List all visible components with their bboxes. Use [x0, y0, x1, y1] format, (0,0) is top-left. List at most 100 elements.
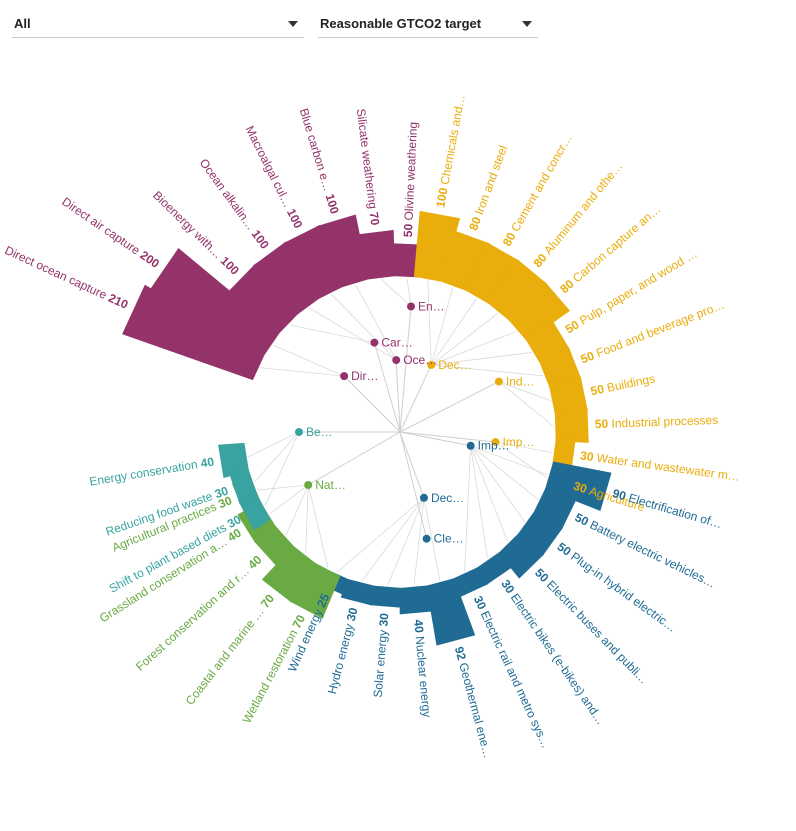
bar-name: Direct air capture [59, 195, 145, 260]
bar-name: Industrial processes [611, 413, 718, 431]
hierarchy-link [331, 293, 397, 361]
bar[interactable] [226, 263, 299, 335]
hierarchy-link [399, 431, 428, 539]
hierarchy-link [361, 497, 425, 582]
subgroup-node[interactable] [370, 338, 379, 347]
bar-value: 50 [401, 220, 416, 237]
bar[interactable] [289, 562, 341, 619]
subgroup-label: Car… [381, 336, 412, 350]
bar[interactable] [148, 248, 280, 357]
hierarchy-link [399, 381, 500, 433]
hierarchy-link [307, 431, 401, 486]
hierarchy-link [470, 445, 488, 559]
bar-label: Direct ocean capture 210 [2, 243, 130, 312]
hierarchy-link [427, 280, 432, 365]
sector-filter-value: All [14, 16, 31, 31]
subgroup-label: Cle… [434, 532, 464, 546]
bar[interactable] [413, 210, 461, 282]
hierarchy-link [269, 484, 309, 515]
bar[interactable] [476, 551, 513, 586]
bar[interactable] [340, 578, 376, 606]
hierarchy-link [399, 431, 496, 443]
bar[interactable] [549, 376, 588, 415]
bar-label: 80 Iron and steel [466, 144, 510, 233]
subgroup-node[interactable] [304, 481, 313, 489]
target-metric-value: Reasonable GTCO2 target [320, 16, 482, 31]
bar[interactable] [464, 242, 521, 305]
bar[interactable] [539, 347, 582, 389]
bar[interactable] [452, 566, 489, 598]
subgroup-label: Be… [306, 425, 333, 439]
chevron-down-icon [522, 20, 532, 27]
bar[interactable] [399, 585, 434, 615]
bar[interactable] [252, 241, 320, 316]
bar-value: 80 [466, 212, 485, 232]
bar-name: Chemicals and… [438, 93, 468, 185]
hierarchy-link [470, 445, 549, 476]
subgroup-node[interactable] [340, 372, 349, 381]
bar-value: 30 [377, 612, 392, 627]
bar-value: 92 [452, 645, 470, 665]
bar-value: 210 [106, 291, 130, 312]
bar-label: Direct air capture 200 [59, 195, 162, 272]
bar[interactable] [218, 442, 250, 478]
sector-filter-dropdown[interactable]: All [12, 10, 304, 38]
bar-label: 30 Electric bikes (e-bikes) and… [498, 577, 608, 727]
hierarchy-link [399, 431, 425, 498]
hierarchy-link [470, 445, 526, 523]
hierarchy-link [395, 360, 401, 433]
bar-label: 40 Nuclear energy [411, 619, 434, 718]
bar-value: 40 [411, 619, 426, 637]
bar-value: 30 [213, 484, 230, 502]
subgroup-node[interactable] [392, 356, 401, 365]
bar-label: 50 Olivine weathering [401, 122, 420, 238]
bar[interactable] [487, 259, 548, 322]
subgroup-node[interactable] [491, 438, 500, 447]
subgroup-node[interactable] [422, 534, 431, 543]
subgroup-label: Ind… [506, 375, 535, 389]
hierarchy-link [498, 381, 551, 402]
subgroup-label: En… [418, 299, 445, 313]
bar[interactable] [261, 545, 317, 603]
bar-value: 30 [579, 449, 597, 465]
bar[interactable] [545, 461, 612, 511]
subgroup-node[interactable] [295, 428, 303, 436]
bar[interactable] [439, 230, 490, 292]
bar-value: 50 [579, 347, 600, 366]
bar[interactable] [229, 468, 258, 505]
bar-label: 92 Geothermal ene… [452, 645, 495, 759]
bar[interactable] [369, 585, 403, 608]
hierarchy-link [430, 287, 454, 366]
subgroup-node[interactable] [427, 360, 436, 369]
bar[interactable] [316, 214, 369, 288]
bar[interactable] [554, 407, 589, 443]
subgroup-node[interactable] [419, 493, 428, 502]
subgroup-node[interactable] [406, 302, 415, 311]
hierarchy-link [307, 484, 329, 569]
bar-value: 50 [595, 417, 612, 432]
subgroup-label: Oce… [403, 353, 437, 367]
bar-value: 40 [200, 455, 216, 471]
target-metric-dropdown[interactable]: Reasonable GTCO2 target [318, 10, 538, 38]
bar[interactable] [498, 532, 545, 579]
hierarchy-link [257, 484, 309, 491]
bar-name: Hydro energy [325, 619, 357, 695]
bar-label: Silicate weathering 70 [354, 108, 382, 227]
hierarchy-link [399, 306, 412, 433]
hierarchy-link [431, 312, 499, 366]
bar-value: 50 [589, 381, 608, 398]
bar[interactable] [517, 511, 563, 557]
subgroup-node[interactable] [466, 441, 475, 450]
bar-label: Hydro energy 30 [325, 606, 361, 696]
bar[interactable] [426, 578, 476, 646]
bar-value: 30 [225, 512, 244, 531]
hierarchy-link [470, 445, 539, 500]
bar[interactable] [283, 225, 344, 300]
bar[interactable] [122, 284, 265, 381]
bar-name: Solar energy [371, 626, 391, 698]
subgroup-node[interactable] [494, 377, 503, 386]
bar[interactable] [238, 493, 271, 531]
bar[interactable] [508, 281, 570, 342]
hierarchy-link [289, 324, 375, 343]
